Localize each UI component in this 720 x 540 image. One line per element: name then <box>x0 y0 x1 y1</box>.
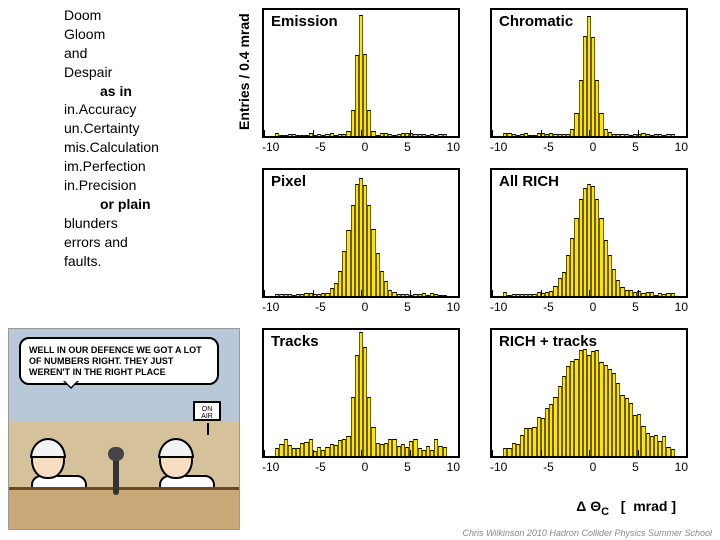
poem-line: as in <box>64 82 244 101</box>
poem-line: blunders <box>64 214 244 233</box>
x-ticks: -10-50510 <box>490 140 688 154</box>
chart-tracks: Tracks -10-50510 <box>256 326 466 484</box>
chart-title: Tracks <box>268 332 322 351</box>
chart-all-rich: All RICH -10-50510 <box>484 166 694 324</box>
cartoon-panel: WELL IN OUR DEFENCE WE GOT A LOT OF NUMB… <box>8 328 240 530</box>
poem-line: and <box>64 44 244 63</box>
credit-line: Chris Wilkinson 2010 Hadron Collider Phy… <box>462 528 712 538</box>
chart-title: RICH + tracks <box>496 332 600 351</box>
y-axis-label: Entries / 0.4 mrad <box>236 13 252 130</box>
poem-block: DoomGloomandDespairas inin.Accuracyun.Ce… <box>64 6 244 270</box>
poem-line: in.Accuracy <box>64 100 244 119</box>
chart-grid: Emission-10-50510Chromatic-10-50510Pixel… <box>256 6 694 484</box>
poem-line: Despair <box>64 63 244 82</box>
chart-title: Chromatic <box>496 12 576 31</box>
chart-pixel: Pixel -10-50510 <box>256 166 466 324</box>
x-ticks: -10-50510 <box>490 300 688 314</box>
poem-line: errors and <box>64 233 244 252</box>
speech-bubble: WELL IN OUR DEFENCE WE GOT A LOT OF NUMB… <box>19 337 219 385</box>
poem-line: or plain <box>64 195 244 214</box>
poem-line: mis.Calculation <box>64 138 244 157</box>
chart-title: Pixel <box>268 172 309 191</box>
poem-line: im.Perfection <box>64 157 244 176</box>
x-axis-label: Δ ΘC [ mrad ] <box>576 498 676 518</box>
x-ticks: -10-50510 <box>262 140 460 154</box>
microphone-icon <box>113 457 119 495</box>
poem-line: in.Precision <box>64 176 244 195</box>
poem-line: faults. <box>64 252 244 271</box>
chart-title: Emission <box>268 12 341 31</box>
x-ticks: -10-50510 <box>490 460 688 474</box>
chart-emission: Emission -10-50510 <box>256 6 466 164</box>
x-ticks: -10-50510 <box>262 460 460 474</box>
poem-line: Doom <box>64 6 244 25</box>
cartoon-desk <box>9 487 239 529</box>
chart-rich-tracks: RICH + tracks -10-50510 <box>484 326 694 484</box>
poem-line: un.Certainty <box>64 119 244 138</box>
x-ticks: -10-50510 <box>262 300 460 314</box>
chart-chromatic: Chromatic -10-50510 <box>484 6 694 164</box>
chart-title: All RICH <box>496 172 562 191</box>
on-air-sign: ONAIR <box>193 401 221 421</box>
poem-line: Gloom <box>64 25 244 44</box>
